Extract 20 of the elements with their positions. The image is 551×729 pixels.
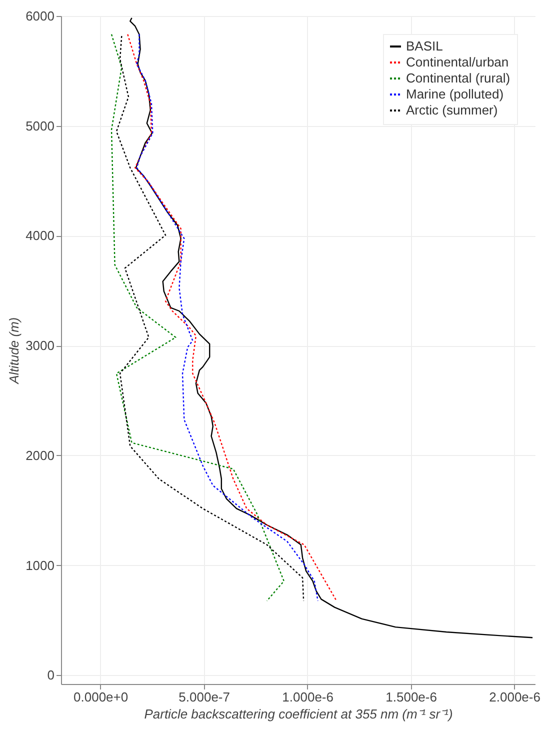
legend-label: Continental (rural) [406, 70, 510, 86]
y-tick-label: 4000 [26, 228, 54, 244]
x-tick-label: 1.500e-6 [386, 690, 437, 704]
y-tick-label: 5000 [26, 118, 54, 134]
y-tick-label: 3000 [26, 338, 54, 354]
x-axis-title: Particle backscattering coefficient at 355 nm (m⁻¹ sr⁻¹) [144, 706, 453, 722]
x-tick-label: 5.000e-7 [178, 690, 230, 704]
y-axis-title: Altitude (m) [6, 317, 22, 385]
y-tick-label: 0 [47, 668, 54, 683]
x-tick-label: 1.000e-6 [282, 690, 334, 704]
y-tick-label: 6000 [26, 8, 54, 24]
y-tick-label: 1000 [26, 558, 54, 573]
legend-label: BASIL [406, 38, 443, 54]
x-tick-label: 0.000e+0 [74, 690, 128, 704]
line-series [130, 17, 534, 638]
legend-label: Arctic (summer) [406, 102, 498, 118]
legend-label: Marine (polluted) [406, 86, 504, 102]
y-tick-label: 2000 [26, 448, 54, 463]
legend-label: Continental/urban [406, 54, 509, 70]
x-tick-label: 2.000e-6 [489, 690, 540, 704]
